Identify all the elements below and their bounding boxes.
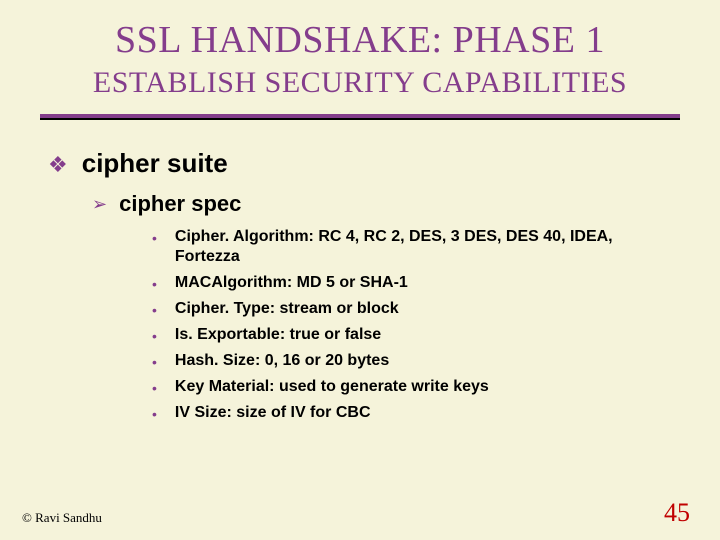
dot-bullet-icon: •	[152, 328, 157, 344]
bullet-level3: • Is. Exportable: true or false	[152, 325, 680, 345]
bullet-level3: • IV Size: size of IV for CBC	[152, 403, 680, 423]
dot-bullet-icon: •	[152, 380, 157, 396]
copyright-text: © Ravi Sandhu	[22, 510, 102, 526]
bullet-level3: • Cipher. Type: stream or block	[152, 299, 680, 319]
level3-text: MACAlgorithm: MD 5 or SHA-1	[175, 273, 408, 293]
level3-text: Key Material: used to generate write key…	[175, 377, 489, 397]
level3-text: Is. Exportable: true or false	[175, 325, 381, 345]
dot-bullet-icon: •	[152, 302, 157, 318]
level3-text: Hash. Size: 0, 16 or 20 bytes	[175, 351, 389, 371]
bullet-level3: • Cipher. Algorithm: RC 4, RC 2, DES, 3 …	[152, 227, 680, 267]
slide-subtitle: ESTABLISH SECURITY CAPABILITIES	[40, 66, 680, 100]
bullet-level1: ❖ cipher suite	[48, 148, 680, 179]
diamond-bullet-icon: ❖	[48, 152, 68, 178]
title-divider	[40, 114, 680, 120]
level3-text: IV Size: size of IV for CBC	[175, 403, 371, 423]
arrow-bullet-icon: ➢	[92, 194, 107, 215]
slide: SSL HANDSHAKE: PHASE 1 ESTABLISH SECURIT…	[0, 0, 720, 540]
dot-bullet-icon: •	[152, 276, 157, 292]
dot-bullet-icon: •	[152, 406, 157, 422]
bullet-level2: ➢ cipher spec	[92, 191, 680, 217]
slide-title: SSL HANDSHAKE: PHASE 1	[40, 18, 680, 62]
bullet-level3: • Key Material: used to generate write k…	[152, 377, 680, 397]
dot-bullet-icon: •	[152, 354, 157, 370]
level3-text: Cipher. Algorithm: RC 4, RC 2, DES, 3 DE…	[175, 227, 650, 267]
bullet-level3: • Hash. Size: 0, 16 or 20 bytes	[152, 351, 680, 371]
bullet-level3: • MACAlgorithm: MD 5 or SHA-1	[152, 273, 680, 293]
dot-bullet-icon: •	[152, 230, 157, 246]
level3-text: Cipher. Type: stream or block	[175, 299, 399, 319]
page-number: 45	[664, 498, 690, 528]
level1-text: cipher suite	[82, 148, 228, 179]
level2-text: cipher spec	[119, 191, 241, 217]
